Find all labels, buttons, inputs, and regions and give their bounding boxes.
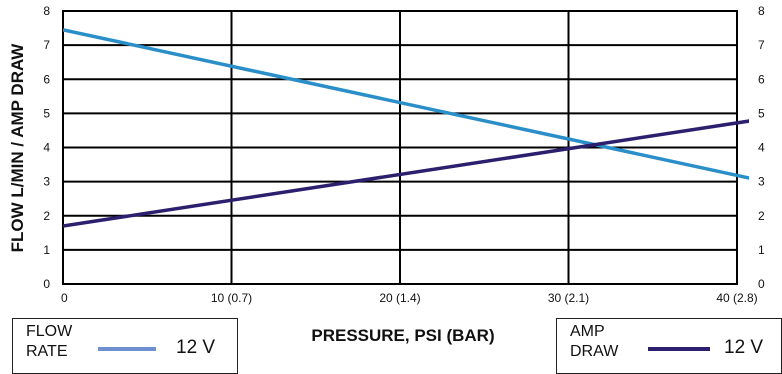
series-line-flow-rate <box>63 28 749 180</box>
legend-amp-voltage: 12 V <box>724 337 764 358</box>
x-tick-label: 40 (2.8) <box>716 291 757 305</box>
y-tick-label-right: 3 <box>758 175 765 189</box>
y-tick-label-left: 8 <box>43 4 50 18</box>
legend-flow-voltage: 12 V <box>176 337 216 358</box>
legend-flow-label-line2: RATE <box>26 343 68 360</box>
y-tick-label-right: 7 <box>758 38 765 52</box>
y-tick-label-left: 6 <box>43 72 50 86</box>
x-tick-label: 30 (2.1) <box>548 291 589 305</box>
x-ticks: 0 10 (0.7) 20 (1.4) 30 (2.1) 40 (2.8) <box>61 291 758 305</box>
y-tick-label-right: 0 <box>758 277 765 291</box>
series-lines <box>63 28 749 228</box>
y-tick-label-left: 7 <box>43 38 50 52</box>
legend-amp-label-line1: AMP <box>570 323 605 340</box>
y-tick-label-left: 5 <box>43 106 50 120</box>
y-tick-label-right: 6 <box>758 72 765 86</box>
y-axis-label: FLOW L/MIN / AMP DRAW <box>8 43 27 253</box>
y-ticks-left: 0 1 2 3 4 5 6 7 8 <box>43 4 50 291</box>
x-tick-label: 10 (0.7) <box>211 291 252 305</box>
grid <box>62 10 738 285</box>
y-tick-label-left: 2 <box>43 209 50 223</box>
series-line-amp-draw <box>63 119 749 228</box>
x-tick-label: 20 (1.4) <box>379 291 420 305</box>
y-tick-label-right: 5 <box>758 106 765 120</box>
legend-amp-swatch <box>648 347 710 351</box>
y-tick-label-right: 1 <box>758 243 765 257</box>
x-axis-label: PRESSURE, PSI (BAR) <box>311 326 494 345</box>
y-tick-label-left: 1 <box>43 243 50 257</box>
legend-flow-label-line1: FLOW <box>26 323 73 340</box>
y-tick-label-left: 3 <box>43 175 50 189</box>
x-tick-label: 0 <box>61 291 68 305</box>
legend-amp-label-line2: DRAW <box>570 343 619 360</box>
legend-amp-draw: AMP DRAW 12 V <box>556 318 782 374</box>
y-ticks-right: 0 1 2 3 4 5 6 7 8 <box>758 4 765 291</box>
legend-flow-swatch <box>98 347 156 351</box>
y-tick-label-right: 2 <box>758 209 765 223</box>
legend-flow-rate: FLOW RATE 12 V <box>12 318 238 374</box>
y-tick-label-right: 8 <box>758 4 765 18</box>
y-tick-label-left: 0 <box>43 277 50 291</box>
y-tick-label-left: 4 <box>43 141 50 155</box>
y-tick-label-right: 4 <box>758 141 765 155</box>
